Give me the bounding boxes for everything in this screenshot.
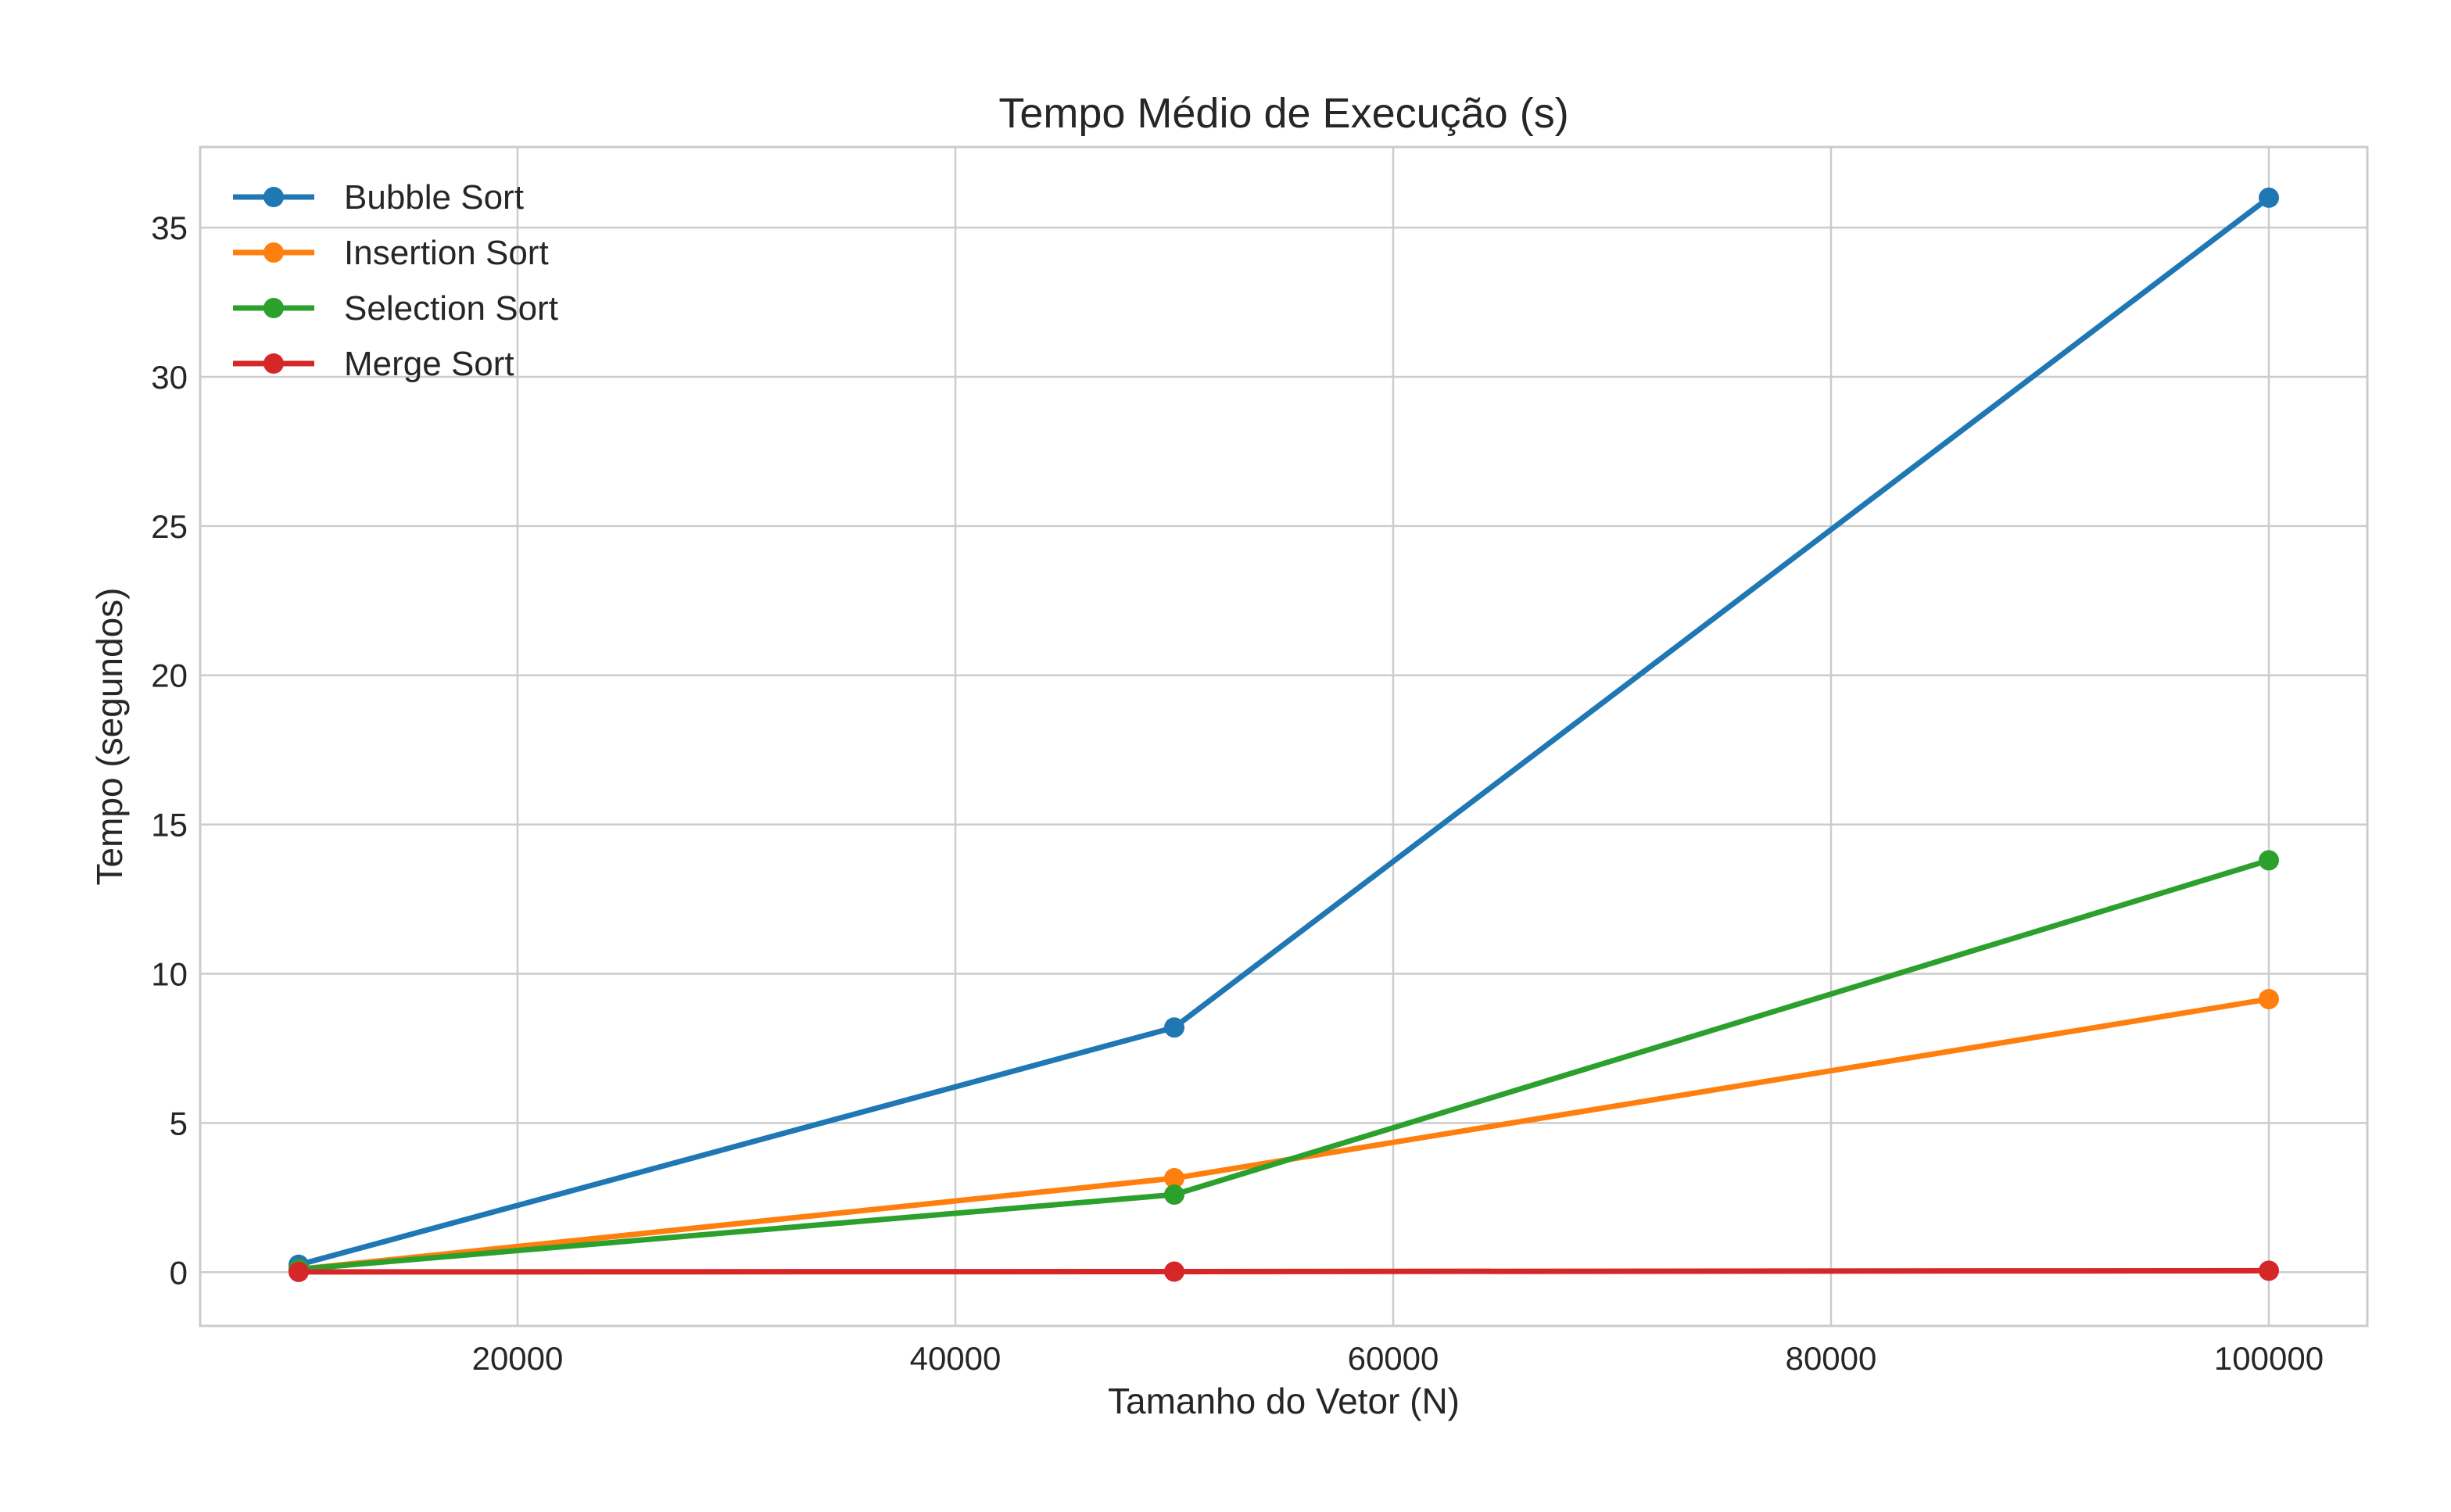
grid-lines <box>200 147 2367 1326</box>
legend-label: Bubble Sort <box>344 178 524 217</box>
series-line-bubble-sort <box>296 195 2272 1268</box>
legend-marker <box>263 187 284 207</box>
y-tick-label: 30 <box>151 359 188 396</box>
y-tick-label: 20 <box>151 657 188 694</box>
y-tick-label: 0 <box>170 1254 188 1291</box>
x-axis-label: Tamanho do Vetor (N) <box>1108 1381 1460 1421</box>
x-axis-ticks: 20000 40000 60000 80000 100000 <box>472 1340 2324 1377</box>
x-tick-label: 60000 <box>1348 1340 1439 1377</box>
data-point-insertion-sort <box>2259 988 2279 1009</box>
series-line-merge-sort <box>296 1267 2272 1275</box>
data-point-merge-sort <box>1164 1261 1184 1282</box>
y-tick-label: 25 <box>151 508 188 545</box>
series-selection-sort <box>288 850 2279 1280</box>
x-tick-label: 40000 <box>910 1340 1002 1377</box>
series-line-insertion-sort <box>296 996 2272 1272</box>
series-bubble-sort <box>288 187 2279 1275</box>
legend-marker <box>263 353 284 374</box>
legend: Bubble Sort Insertion Sort Selection Sort M… <box>233 178 558 383</box>
data-point-insertion-sort <box>1164 1168 1184 1189</box>
y-axis-label: Tempo (segundos) <box>89 588 130 886</box>
series-insertion-sort <box>288 988 2279 1280</box>
y-tick-label: 5 <box>170 1105 188 1141</box>
x-tick-label: 100000 <box>2214 1340 2324 1377</box>
chart-title: Tempo Médio de Execução (s) <box>998 90 1568 137</box>
legend-item-selection-sort: Selection Sort <box>233 289 558 328</box>
data-point-bubble-sort <box>2259 187 2279 208</box>
legend-label: Insertion Sort <box>344 234 549 272</box>
legend-item-insertion-sort: Insertion Sort <box>233 234 549 272</box>
series-lines <box>288 187 2279 1282</box>
y-tick-label: 10 <box>151 956 188 993</box>
data-point-bubble-sort <box>1164 1017 1184 1038</box>
legend-marker <box>263 298 284 318</box>
legend-marker <box>263 242 284 263</box>
y-tick-label: 15 <box>151 807 188 844</box>
plot-frame <box>199 145 2369 1327</box>
y-axis-ticks: 0 5 10 15 20 25 30 35 <box>151 210 188 1291</box>
data-point-selection-sort <box>2259 850 2279 871</box>
series-merge-sort <box>288 1260 2279 1282</box>
data-point-selection-sort <box>1164 1184 1184 1206</box>
legend-item-merge-sort: Merge Sort <box>233 345 514 383</box>
legend-label: Selection Sort <box>344 289 558 328</box>
data-point-merge-sort <box>2259 1260 2279 1281</box>
x-tick-label: 80000 <box>1786 1340 1877 1377</box>
data-point-merge-sort <box>288 1261 309 1282</box>
series-line-selection-sort <box>296 857 2272 1272</box>
legend-label: Merge Sort <box>344 345 514 383</box>
y-tick-label: 35 <box>151 210 188 246</box>
legend-item-bubble-sort: Bubble Sort <box>233 178 524 217</box>
x-tick-label: 20000 <box>472 1340 564 1377</box>
